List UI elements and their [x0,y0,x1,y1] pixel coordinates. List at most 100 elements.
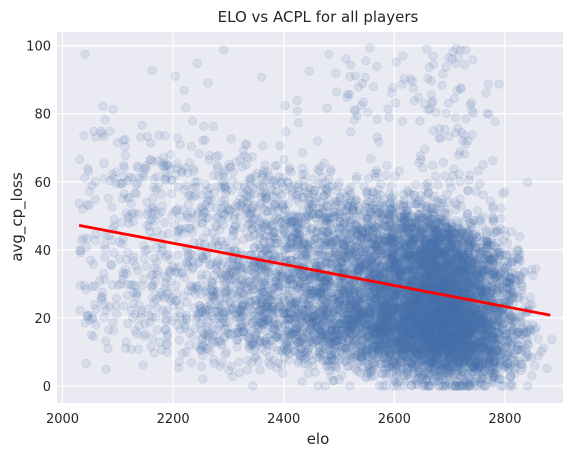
scatter-point [327,346,337,356]
scatter-point [372,114,382,125]
scatter-point [436,272,447,282]
scatter-point [393,340,403,350]
scatter-point [437,80,447,91]
scatter-point [373,335,383,345]
scatter-point [146,138,156,148]
scatter-point [281,127,291,137]
scatter-point [326,164,336,175]
scatter-point [438,275,448,286]
scatter-point [238,327,249,337]
scatter-point [421,271,432,281]
scatter-point [360,372,371,383]
scatter-point [161,273,172,284]
scatter-point [275,141,285,151]
scatter-point [75,245,85,256]
scatter-point [485,196,496,206]
scatter-point [451,43,461,54]
scatter-point [130,309,140,319]
scatter-point [455,147,465,157]
scatter-point [463,341,473,351]
scatter-point [326,240,336,250]
scatter-point [428,51,438,61]
scatter-point [468,55,478,65]
scatter-point [266,307,276,317]
scatter-point [257,277,268,287]
scatter-point [424,347,434,357]
scatter-point [435,335,445,345]
scatter-point [437,381,448,391]
scatter-point [318,340,328,350]
scatter-point [478,335,489,346]
scatter-point [437,262,448,272]
scatter-point [438,157,449,168]
scatter-point [323,258,333,268]
scatter-point [173,182,183,192]
scatter-point [443,332,453,342]
scatter-point [337,330,347,340]
scatter-point [445,315,455,325]
scatter-point [308,289,318,299]
scatter-point [443,323,453,334]
scatter-point [408,298,418,308]
scatter-point [447,260,457,270]
scatter-point [373,184,383,194]
scatter-point [411,180,421,190]
scatter-point [228,288,239,298]
scatter-point [515,232,525,242]
plot-area [57,32,563,403]
scatter-point [384,298,394,308]
scatter-point [166,296,176,306]
scatter-point [106,260,117,270]
scatter-point [120,150,131,161]
scatter-point [435,324,445,335]
scatter-point [83,163,93,173]
scatter-point [405,339,416,350]
scatter-point [328,307,338,317]
scatter-point [198,374,208,384]
scatter-point [393,343,404,354]
scatter-point [367,255,377,265]
scatter-point [421,348,431,358]
scatter-point [437,316,447,326]
scatter-point [411,323,421,333]
scatter-point [411,346,421,356]
scatter-point [177,167,187,178]
scatter-point [133,265,143,276]
scatter-point [122,247,133,258]
scatter-point [429,252,439,262]
scatter-point [351,206,362,216]
scatter-point [349,115,359,125]
scatter-point [490,117,500,127]
scatter-point [184,340,194,350]
scatter-point [441,343,451,353]
scatter-point [407,253,417,263]
scatter-point [413,342,423,352]
scatter-point [517,359,527,370]
scatter-point [492,288,502,298]
scatter-point [426,265,436,275]
scatter-point [246,179,256,190]
scatter-point [447,265,457,275]
scatter-point [322,329,332,339]
scatter-point [425,339,435,349]
scatter-point [148,193,158,203]
scatter-point [373,351,383,361]
scatter-point [438,229,449,239]
scatter-point [322,103,332,114]
scatter-point [425,320,435,330]
scatter-point [387,242,397,252]
scatter-point [299,292,310,302]
scatter-point [392,335,403,345]
scatter-point [481,338,491,348]
scatter-point [111,301,121,311]
scatter-point [405,357,415,367]
scatter-point [226,134,237,144]
scatter-point [396,351,406,361]
scatter-point [384,320,394,331]
scatter-point [369,240,379,250]
scatter-point [355,308,366,319]
scatter-point [515,256,526,266]
scatter-point [243,329,253,339]
scatter-point [437,316,448,326]
scatter-point [437,338,447,349]
